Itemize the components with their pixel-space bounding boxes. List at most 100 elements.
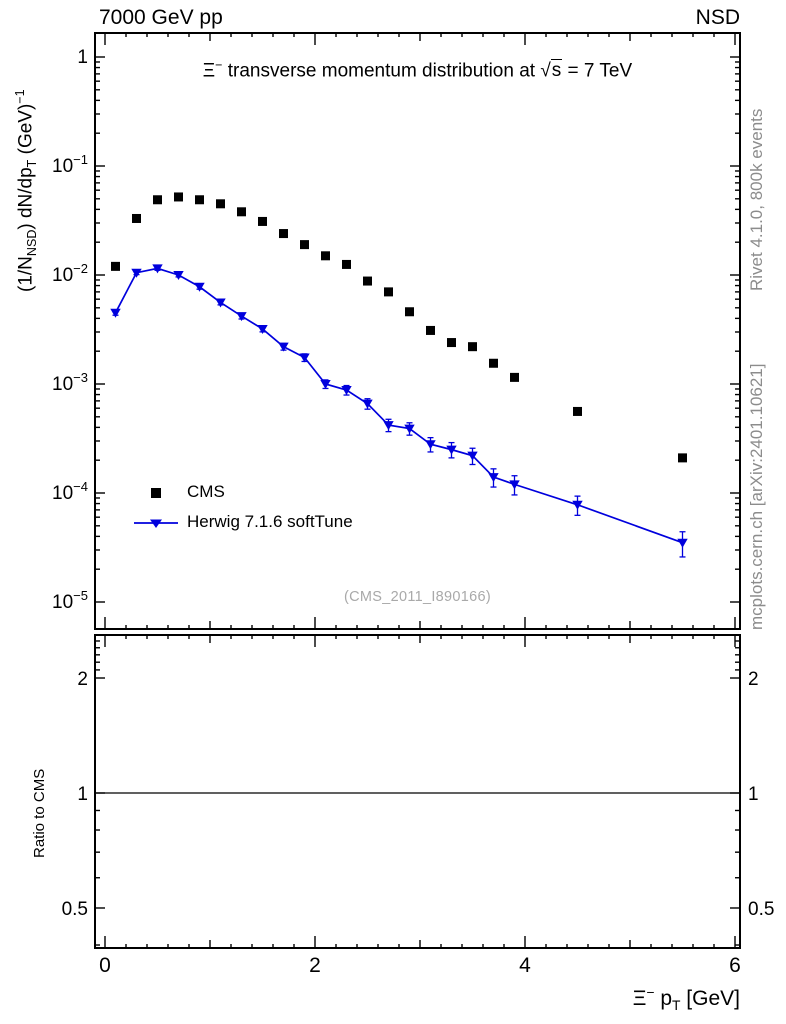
ylabel-sup: −1 [13, 89, 27, 104]
cms-data-point [405, 307, 414, 317]
cms-data-point [678, 453, 687, 463]
ylabel-part: (GeV) [15, 103, 37, 160]
cms-data-point [153, 195, 162, 205]
herwig-data-point [152, 264, 163, 274]
herwig-data-point [110, 308, 121, 318]
y-tick-label: 10−5 [52, 588, 88, 613]
herwig-data-point [278, 342, 289, 352]
x-tick-label: 4 [519, 954, 531, 977]
ratio-tick-label: 1 [748, 784, 759, 805]
title-text: transverse momentum distribution at [222, 60, 541, 82]
beam-energy-label: 7000 GeV pp [99, 6, 223, 29]
title-particle-charge: − [215, 58, 223, 72]
cms-data-point [237, 207, 246, 217]
main-panel-frame [94, 32, 741, 630]
cms-data-point [132, 213, 141, 223]
ratio-axis-label: Ratio to CMS [31, 768, 48, 858]
y-tick-label: 10−3 [52, 370, 88, 395]
herwig-data-point [362, 399, 373, 409]
plot-title: Ξ− transverse momentum distribution at √… [95, 58, 740, 82]
herwig-line [114, 267, 683, 544]
sqrt-sign: √ [540, 60, 551, 82]
herwig-data-point [677, 538, 688, 548]
y-tick-label: 10−2 [52, 261, 88, 286]
cms-data-point [174, 192, 183, 202]
analysis-id-watermark: (CMS_2011_I890166) [343, 589, 491, 605]
herwig-data-point [194, 282, 205, 292]
cms-data-point [342, 259, 351, 269]
cms-data-point [195, 195, 204, 205]
ratio-tick-label: 1 [77, 784, 88, 805]
title-energy: = 7 TeV [562, 60, 633, 82]
cms-data-point [279, 229, 288, 239]
x-tick-label: 2 [309, 954, 321, 977]
xlabel-charge: − [646, 984, 655, 1000]
ratio-panel-frame [94, 634, 741, 949]
cms-data-point [468, 342, 477, 352]
herwig-data-point [131, 268, 142, 278]
herwig-data-point [488, 473, 499, 483]
xlabel-particle: Ξ [632, 987, 647, 1010]
herwig-data-point [257, 324, 268, 334]
tick-labels: 0 2 4 6 1 10−1 10−2 10−3 10−4 10−5 2 2 1 1 0.5 0.5 [52, 47, 774, 977]
cms-data-point [216, 199, 225, 209]
xlabel-part: p [654, 987, 672, 1010]
y-tick-label: 10−1 [52, 152, 88, 177]
cms-data-point [363, 276, 372, 286]
x-axis-label: Ξ− pT [GeV] [95, 984, 740, 1013]
xlabel-part: [GeV] [680, 987, 740, 1010]
x-tick-label: 6 [729, 954, 741, 977]
y-tick-label: 10−4 [52, 479, 88, 504]
legend-label-cms: CMS [187, 482, 225, 501]
cms-data-point [258, 216, 267, 226]
ratio-tick-label: 2 [77, 669, 88, 690]
legend-item-cms: CMS [134, 477, 353, 507]
herwig-data-point [404, 424, 415, 434]
herwig-data-point [509, 480, 520, 490]
cms-data-point [510, 372, 519, 382]
herwig-data-point [341, 386, 352, 396]
ratio-tick-label: 2 [748, 669, 759, 690]
herwig-data-point [320, 380, 331, 389]
herwig-data-point [215, 298, 226, 308]
herwig-data-point [467, 451, 478, 461]
legend-label-herwig: Herwig 7.1.6 softTune [187, 512, 353, 531]
mcplots-reference-text: mcplots.cern.ch [arXiv:2401.10621] [747, 363, 766, 630]
legend-item-herwig: Herwig 7.1.6 softTune [134, 507, 353, 537]
sqrt-arg: s [550, 59, 563, 82]
legend: CMS Herwig 7.1.6 softTune [134, 477, 353, 537]
herwig-data-point [446, 445, 457, 455]
xlabel-sub: T [672, 997, 681, 1014]
herwig-series [110, 264, 688, 558]
y-tick-label: 1 [77, 47, 88, 68]
herwig-data-point [383, 421, 394, 431]
cms-data-point [384, 287, 393, 297]
herwig-data-point [299, 353, 310, 363]
cms-data-point [111, 261, 120, 271]
ylabel-part: ) dN/dp [15, 167, 37, 230]
ylabel-sub: NSD [25, 229, 40, 257]
cms-data-point [573, 406, 582, 416]
cms-data-point [489, 358, 498, 368]
herwig-data-point [236, 312, 247, 322]
cms-data-point [447, 338, 456, 348]
tick-marks [95, 33, 740, 948]
rivet-version-text: Rivet 4.1.0, 800k events [747, 108, 766, 291]
cms-data-point [426, 325, 435, 335]
ylabel-sub: T [25, 159, 40, 168]
cms-data-point [321, 251, 330, 261]
herwig-data-point [425, 440, 436, 450]
event-class-label: NSD [695, 6, 740, 29]
panel-frames [94, 32, 741, 949]
cms-square-marker-icon [134, 485, 178, 499]
title-particle: Ξ [202, 60, 216, 82]
y-axis-label: (1/NNSD) dN/dpT (GeV)−1 [13, 89, 39, 292]
herwig-line-triangle-marker-icon [134, 515, 178, 529]
ratio-tick-label: 0.5 [748, 899, 774, 920]
x-tick-label: 0 [99, 954, 111, 977]
ylabel-part: (1/N [15, 256, 37, 292]
ratio-tick-label: 0.5 [62, 899, 88, 920]
cms-series [111, 192, 687, 463]
